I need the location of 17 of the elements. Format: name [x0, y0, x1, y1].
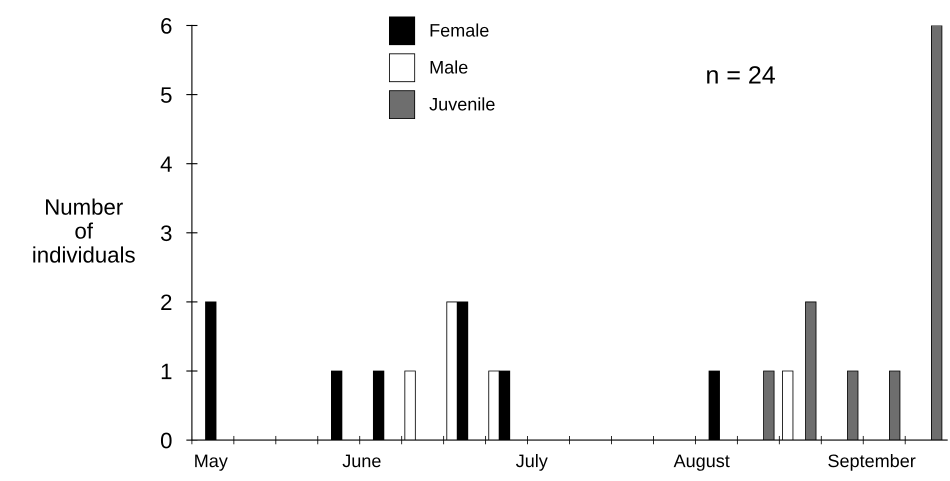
annotation: n = 24: [707, 66, 775, 84]
legend-label: Female: [430, 23, 489, 37]
text: May: [195, 454, 228, 471]
y-tick-label: 3: [160, 225, 172, 242]
legend-label: Male: [430, 60, 468, 74]
y-tick-label: 4: [160, 156, 172, 172]
y-tick-label: 2: [161, 294, 172, 310]
text: August: [674, 454, 730, 471]
y-axis-title: Number of individuals: [33, 198, 135, 263]
text: September: [828, 454, 916, 471]
text: July: [516, 454, 548, 471]
y-tick-label: 0: [160, 432, 172, 448]
y-tick-label: 5: [160, 87, 172, 103]
y-tick-label: 1: [162, 364, 172, 380]
legend-label: Juvenile: [429, 97, 495, 111]
y-tick-label: 6: [161, 18, 172, 34]
text: June: [342, 454, 381, 468]
